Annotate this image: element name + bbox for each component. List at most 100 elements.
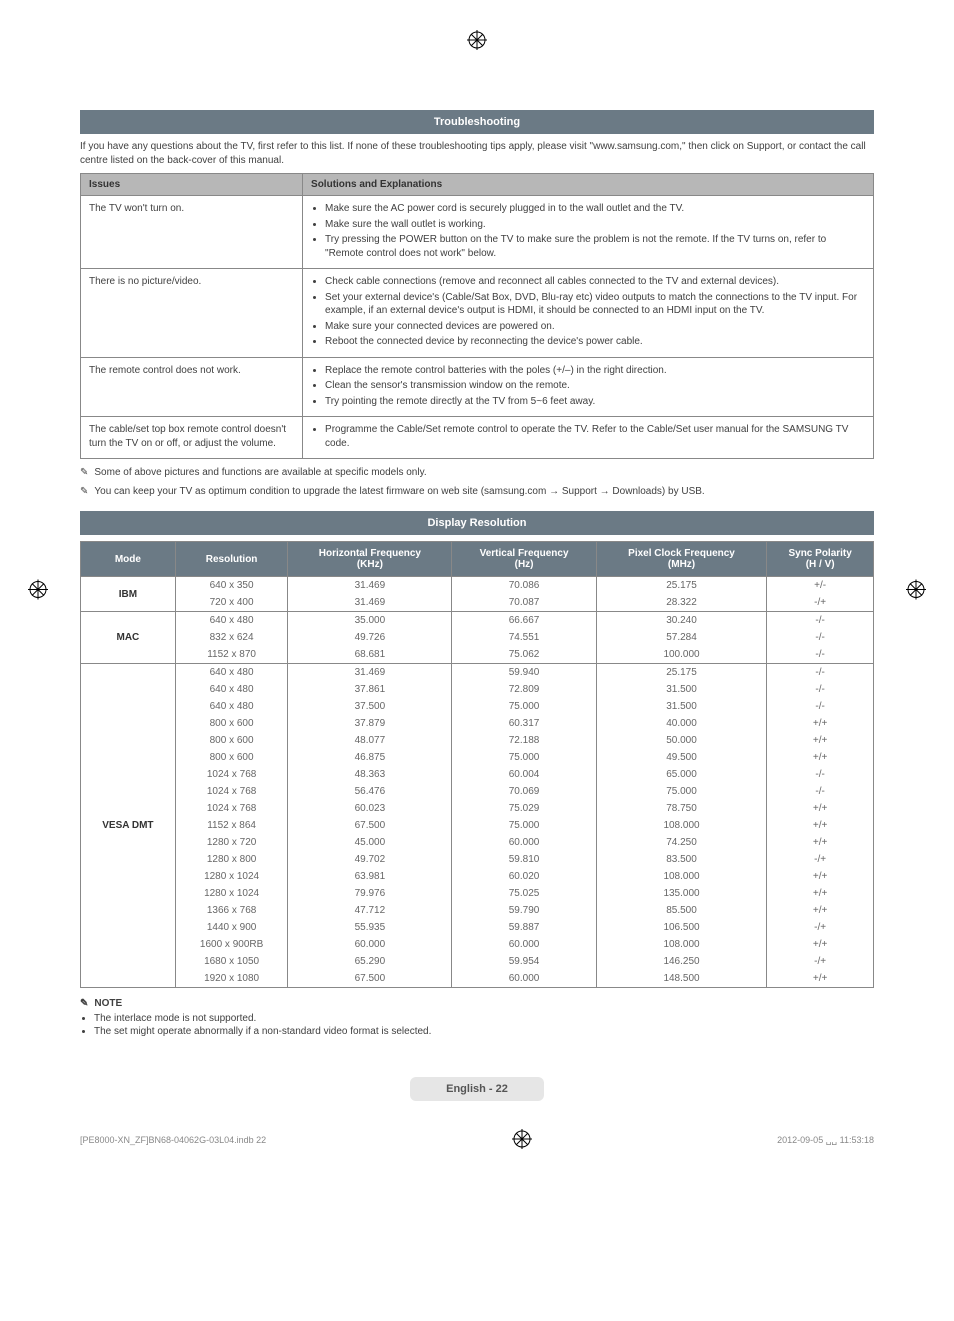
dr-cell-pcf: 40.000 [596,715,767,732]
dr-cell-pcf: 25.175 [596,664,767,682]
dr-cell-pcf: 146.250 [596,953,767,970]
dr-cell-res: 640 x 480 [175,664,288,682]
ts-bullet: Clean the sensor's transmission window o… [325,379,865,393]
dr-cell-pcf: 85.500 [596,902,767,919]
notes-heading: NOTE [80,998,122,1009]
dr-cell-vf: 70.069 [452,783,596,800]
dr-h-pcf: Pixel Clock Frequency(MHz) [596,542,767,577]
dr-cell-vf: 60.020 [452,868,596,885]
dr-cell-hf: 55.935 [288,919,452,936]
dr-cell-vf: 59.790 [452,902,596,919]
dr-cell-pcf: 135.000 [596,885,767,902]
dr-cell-hf: 79.976 [288,885,452,902]
dr-cell-sp: -/- [767,698,874,715]
dr-cell-sp: -/- [767,612,874,630]
dr-cell-sp: +/+ [767,715,874,732]
ts-issue: The TV won't turn on. [81,196,303,269]
dr-cell-pcf: 108.000 [596,817,767,834]
dr-cell-res: 1152 x 870 [175,646,288,664]
dr-cell-sp: -/- [767,646,874,664]
print-file: [PE8000-XN_ZF]BN68-04062G-03L04.indb 22 [80,1135,266,1145]
dr-cell-vf: 75.000 [452,817,596,834]
page-number: English - 22 [410,1077,544,1101]
dr-h-sp: Sync Polarity(H / V) [767,542,874,577]
dr-cell-vf: 74.551 [452,629,596,646]
dr-cell-pcf: 30.240 [596,612,767,630]
dr-cell-vf: 75.000 [452,698,596,715]
dr-cell-sp: +/- [767,577,874,595]
dr-cell-sp: -/+ [767,594,874,612]
note-item: The set might operate abnormally if a no… [94,1026,874,1037]
dr-cell-res: 800 x 600 [175,715,288,732]
page: Troubleshooting If you have any question… [0,0,954,1181]
dr-cell-res: 1280 x 1024 [175,868,288,885]
dr-cell-pcf: 25.175 [596,577,767,595]
dr-cell-vf: 60.004 [452,766,596,783]
dr-cell-res: 1024 x 768 [175,766,288,783]
dr-cell-res: 640 x 350 [175,577,288,595]
dr-cell-hf: 48.363 [288,766,452,783]
dr-cell-pcf: 49.500 [596,749,767,766]
dr-cell-vf: 75.029 [452,800,596,817]
dr-cell-res: 1152 x 864 [175,817,288,834]
dr-cell-vf: 70.087 [452,594,596,612]
dr-cell-pcf: 106.500 [596,919,767,936]
dr-cell-sp: -/- [767,681,874,698]
dr-cell-sp: +/+ [767,732,874,749]
dr-cell-hf: 31.469 [288,594,452,612]
ts-solution: Make sure the AC power cord is securely … [303,196,874,269]
dr-cell-res: 1280 x 720 [175,834,288,851]
dr-cell-res: 720 x 400 [175,594,288,612]
dr-cell-pcf: 108.000 [596,868,767,885]
dr-cell-hf: 31.469 [288,577,452,595]
dr-cell-hf: 47.712 [288,902,452,919]
ts-issue: There is no picture/video. [81,269,303,358]
ts-bullet: Make sure the wall outlet is working. [325,218,865,232]
dr-cell-res: 1680 x 1050 [175,953,288,970]
dr-cell-vf: 75.025 [452,885,596,902]
dr-cell-sp: -/- [767,766,874,783]
reg-mark-left [28,579,48,602]
ts-issue: The remote control does not work. [81,357,303,417]
dr-cell-hf: 60.023 [288,800,452,817]
dr-cell-sp: +/+ [767,868,874,885]
ts-footnote-2: You can keep your TV as optimum conditio… [80,486,874,497]
dr-cell-hf: 49.726 [288,629,452,646]
dr-cell-res: 1366 x 768 [175,902,288,919]
dr-cell-sp: -/- [767,629,874,646]
dr-mode: IBM [81,577,176,612]
dr-cell-vf: 60.000 [452,970,596,988]
dr-cell-sp: -/+ [767,919,874,936]
troubleshooting-table: Issues Solutions and Explanations The TV… [80,173,874,459]
ts-bullet: Make sure the AC power cord is securely … [325,202,865,216]
print-meta: [PE8000-XN_ZF]BN68-04062G-03L04.indb 22 … [80,1129,874,1151]
displayres-header: Display Resolution [80,511,874,535]
dr-cell-vf: 59.940 [452,664,596,682]
ts-bullet: Try pressing the POWER button on the TV … [325,233,865,260]
dr-cell-hf: 35.000 [288,612,452,630]
dr-cell-pcf: 108.000 [596,936,767,953]
dr-cell-hf: 65.290 [288,953,452,970]
dr-cell-res: 832 x 624 [175,629,288,646]
dr-cell-sp: -/+ [767,851,874,868]
notes: NOTE The interlace mode is not supported… [80,998,874,1037]
dr-cell-res: 800 x 600 [175,732,288,749]
dr-cell-pcf: 100.000 [596,646,767,664]
dr-cell-vf: 60.000 [452,936,596,953]
ts-bullet: Check cable connections (remove and reco… [325,275,865,289]
dr-cell-hf: 63.981 [288,868,452,885]
dr-cell-hf: 48.077 [288,732,452,749]
dr-cell-pcf: 31.500 [596,698,767,715]
dr-cell-res: 640 x 480 [175,612,288,630]
dr-cell-res: 640 x 480 [175,681,288,698]
page-footer: English - 22 [80,1077,874,1101]
dr-cell-res: 1920 x 1080 [175,970,288,988]
dr-cell-vf: 59.954 [452,953,596,970]
dr-cell-sp: +/+ [767,834,874,851]
dr-cell-res: 1280 x 800 [175,851,288,868]
dr-h-res: Resolution [175,542,288,577]
dr-cell-pcf: 74.250 [596,834,767,851]
ts-bullet: Reboot the connected device by reconnect… [325,335,865,349]
dr-cell-hf: 67.500 [288,970,452,988]
dr-cell-sp: +/+ [767,970,874,988]
